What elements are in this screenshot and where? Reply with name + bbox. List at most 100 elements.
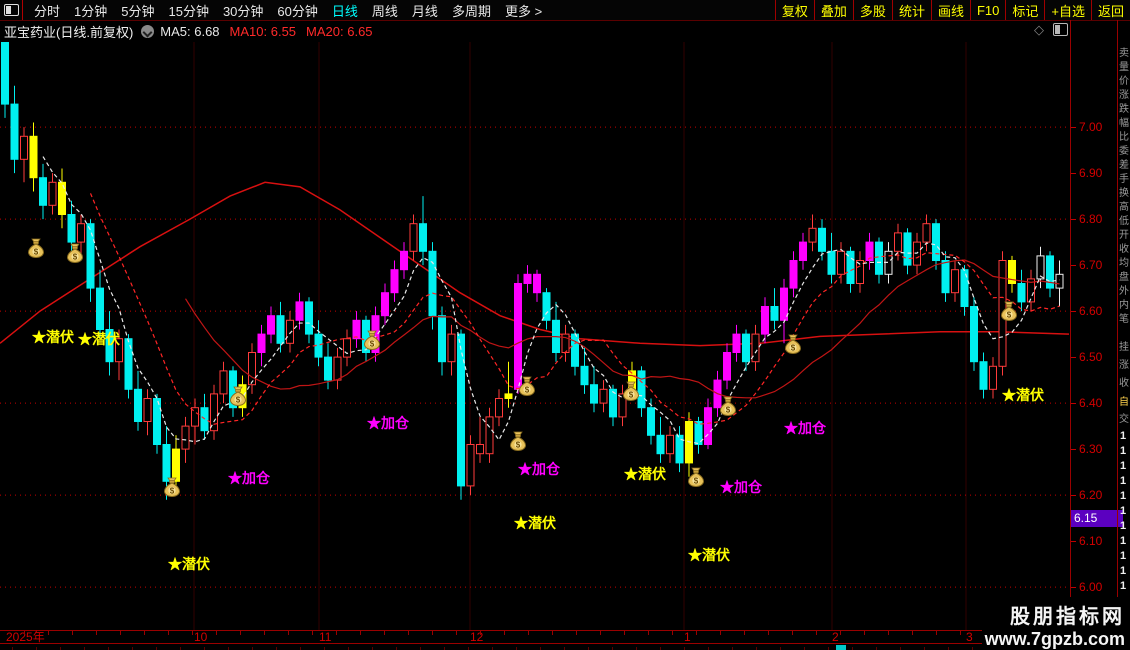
- date-axis-tick: [936, 631, 937, 635]
- svg-text:$: $: [170, 486, 175, 495]
- ma5-line: [42, 156, 1060, 445]
- candle-body: [1036, 255, 1045, 280]
- action-button[interactable]: 复权: [774, 0, 814, 20]
- candle-body: [989, 365, 997, 390]
- candle-body: [751, 333, 760, 363]
- candle-body: [647, 407, 655, 436]
- period-item[interactable]: 日线: [331, 3, 358, 19]
- price-badge: 6.15: [1071, 510, 1123, 528]
- date-axis-tick: [960, 631, 961, 635]
- date-axis-tick: [504, 631, 505, 635]
- price-axis-label: 6.90: [1079, 166, 1103, 181]
- date-axis-tick: [408, 631, 409, 635]
- date-axis-tick: [240, 631, 241, 635]
- ma10-value: MA10: 6.55: [229, 23, 297, 39]
- candle-body: [153, 398, 161, 445]
- period-item[interactable]: 更多 >: [504, 3, 543, 19]
- date-axis-tick: [48, 631, 49, 635]
- candle-body: [789, 260, 798, 289]
- period-item[interactable]: 60分钟: [277, 3, 318, 19]
- action-button[interactable]: 返回: [1090, 0, 1130, 20]
- layout-toggle-button[interactable]: [0, 0, 23, 20]
- candle-body: [637, 370, 646, 409]
- price-axis-tick: [1071, 127, 1076, 129]
- candle-body: [419, 223, 427, 252]
- candle-body: [922, 223, 931, 243]
- price-axis-tick: [1071, 311, 1076, 313]
- date-axis-tick: [816, 631, 817, 635]
- lower-pane-tick: [420, 647, 421, 650]
- clipped-panel-glyph: 开: [1119, 230, 1129, 241]
- candle-body: [694, 421, 703, 445]
- candle-body: [466, 444, 475, 487]
- lower-pane-tick: [468, 647, 469, 650]
- period-item[interactable]: 月线: [411, 3, 438, 19]
- action-button[interactable]: 叠加: [813, 0, 853, 20]
- period-item[interactable]: 1分钟: [74, 3, 108, 19]
- action-button[interactable]: +自选: [1044, 0, 1091, 20]
- price-axis-tick: [1071, 541, 1076, 543]
- action-button[interactable]: 画线: [930, 0, 970, 20]
- candle-body: [542, 292, 551, 321]
- date-axis-tick: [768, 631, 769, 635]
- clipped-panel-glyph: 收: [1119, 244, 1129, 255]
- clipped-panel-glyph: 涨: [1119, 90, 1129, 101]
- candle-body: [447, 333, 456, 363]
- svg-text:$: $: [34, 247, 39, 256]
- candle-body: [343, 338, 351, 358]
- candle-body: [428, 250, 437, 317]
- price-axis-tick: [1071, 219, 1076, 221]
- date-axis-label: 3: [966, 630, 973, 644]
- clipped-panel-glyph: 跌: [1119, 104, 1129, 115]
- candle-body: [571, 333, 579, 367]
- action-button[interactable]: 多股: [852, 0, 892, 20]
- date-axis-label: 2: [832, 630, 839, 644]
- lower-pane-tick: [540, 647, 541, 650]
- period-item[interactable]: 30分钟: [222, 3, 264, 19]
- period-item[interactable]: 15分钟: [168, 3, 209, 19]
- action-menu: 复权 叠加 多股 统计 画线 F10 标记 +自选 返回: [774, 0, 1130, 20]
- candle-body: [1027, 278, 1035, 303]
- candle-body: [742, 333, 750, 363]
- jiacang-signal-marker: ★加仓: [720, 479, 762, 495]
- clipped-panel-glyph: 挂: [1119, 342, 1129, 353]
- date-axis-tick: [96, 631, 97, 635]
- lower-pane-tick: [660, 647, 661, 650]
- date-axis-tick: [192, 631, 193, 635]
- candle-body: [438, 315, 446, 363]
- watermark-url: www.7gpzb.com: [984, 629, 1125, 649]
- clipped-panel-digit: 1: [1120, 520, 1127, 532]
- lower-pane-tick: [252, 647, 253, 650]
- diamond-icon[interactable]: ◇: [1034, 22, 1044, 37]
- clipped-panel-glyph: 比: [1119, 132, 1129, 143]
- candlestick-chart[interactable]: ★潜伏 ★潜伏 ★潜伏 ★潜伏 ★潜伏 ★潜伏 ★潜伏 ★加仓 ★加仓 ★加仓 ★加仓 ★加仓 $ $ $ $…: [0, 42, 1070, 630]
- qianfu-signal-marker: ★潜伏: [32, 329, 74, 345]
- lower-pane-tick: [108, 647, 109, 650]
- panel-icon[interactable]: [1053, 23, 1068, 36]
- period-item[interactable]: 周线: [371, 3, 398, 19]
- candle-body: [143, 398, 152, 422]
- jiacang-signal-marker: ★加仓: [228, 470, 270, 486]
- lower-pane-tick: [876, 647, 877, 650]
- candle-body: [115, 338, 123, 363]
- svg-text:$: $: [694, 476, 699, 485]
- action-button[interactable]: F10: [969, 0, 1005, 20]
- volume-pane-edge: [0, 644, 1130, 650]
- candle-body: [1046, 255, 1054, 289]
- date-axis-tick: [384, 631, 385, 635]
- svg-text:$: $: [629, 390, 634, 399]
- lower-pane-tick: [972, 647, 973, 650]
- candle-body: [656, 434, 665, 455]
- period-item[interactable]: 多周期: [451, 3, 491, 19]
- qianfu-signal-marker: ★潜伏: [624, 466, 666, 482]
- action-button[interactable]: 统计: [891, 0, 931, 20]
- candle-body: [504, 393, 513, 399]
- price-axis: 7.00 6.90 6.80 6.70 6.60 6.50 6.40 6.30 6.20 6.10…: [1070, 20, 1123, 643]
- action-button[interactable]: 标记: [1005, 0, 1044, 20]
- price-axis-tick: [1071, 403, 1076, 405]
- chevron-down-icon[interactable]: [141, 24, 155, 38]
- period-item[interactable]: 分时: [34, 3, 61, 19]
- candle-body: [457, 333, 465, 487]
- ma20-line: [184, 259, 1060, 399]
- period-item[interactable]: 5分钟: [121, 3, 155, 19]
